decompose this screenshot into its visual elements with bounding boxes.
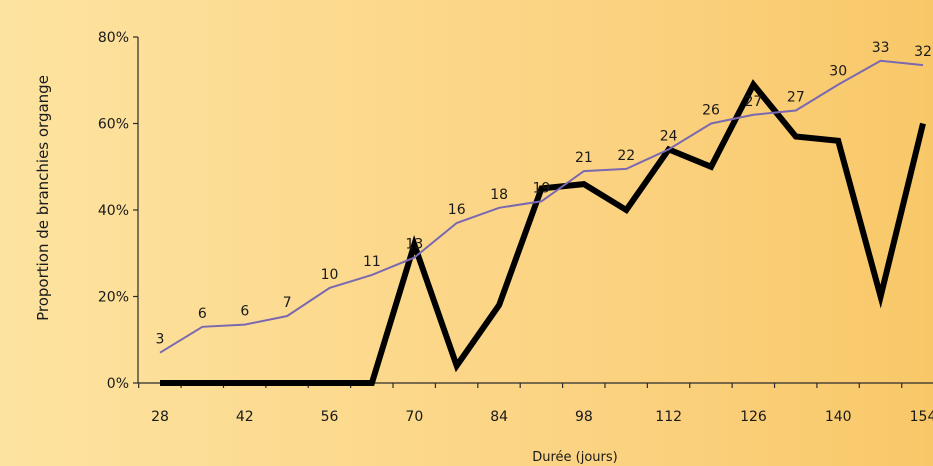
x-tick-label: 140 — [825, 409, 852, 425]
series-1-line — [160, 79, 926, 386]
data-label: 6 — [240, 304, 249, 320]
y-tick-label: 40% — [98, 203, 129, 219]
data-label: 22 — [617, 148, 635, 164]
data-label: 18 — [490, 187, 508, 203]
x-tick-label: 126 — [740, 409, 767, 425]
y-tick-label: 80% — [98, 30, 129, 46]
data-label: 7 — [283, 295, 292, 311]
x-tick-label: 84 — [490, 409, 508, 425]
y-tick-label: 60% — [98, 117, 129, 133]
series-2-line — [159, 59, 924, 354]
y-axis: 0% 20% 40% 60% 80% — [98, 30, 139, 392]
x-axis: 28 42 56 70 84 98 112 126 140 154 — [138, 382, 933, 425]
data-label: 27 — [745, 94, 763, 110]
data-label: 16 — [448, 202, 466, 218]
x-tick-label: 70 — [405, 409, 423, 425]
data-label: 10 — [321, 267, 339, 283]
x-tick-label: 28 — [151, 409, 169, 425]
data-label: 30 — [829, 64, 847, 80]
x-tick-label: 56 — [321, 409, 339, 425]
data-label: 11 — [363, 254, 381, 270]
series-layer — [159, 59, 926, 386]
data-label: 33 — [872, 40, 890, 56]
data-label: 32 — [914, 44, 932, 60]
data-label: 3 — [156, 332, 165, 348]
point-labels: 3 6 6 7 10 11 13 16 18 19 21 22 24 26 27 27 30 33 32 — [156, 40, 932, 348]
x-tick-label: 42 — [236, 409, 254, 425]
x-tick-label: 98 — [575, 409, 593, 425]
data-label: 19 — [533, 180, 551, 196]
x-tick-label: 112 — [655, 409, 682, 425]
x-axis-title: Durée (jours) — [532, 450, 618, 465]
y-tick-label: 0% — [107, 376, 129, 392]
y-axis-title: Proportion de branchies organge — [34, 75, 52, 321]
y-tick-label: 20% — [98, 290, 129, 306]
data-label: 21 — [575, 150, 593, 166]
x-tick-label: 154 — [910, 409, 933, 425]
data-label: 6 — [198, 306, 207, 322]
data-label: 27 — [787, 90, 805, 106]
data-label: 13 — [405, 237, 423, 253]
data-label: 24 — [660, 128, 678, 144]
data-label: 26 — [702, 103, 720, 119]
